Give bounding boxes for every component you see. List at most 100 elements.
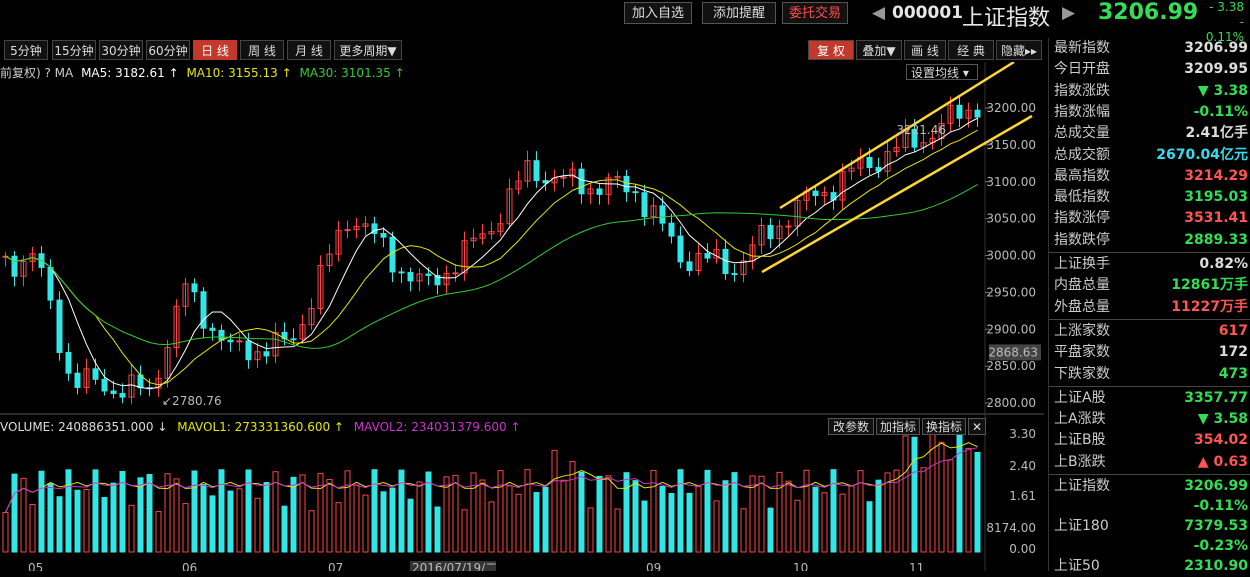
- candle-body: [650, 205, 657, 218]
- hide-panel-button[interactable]: 隐藏▸▸: [996, 40, 1042, 60]
- volume-bar: [254, 497, 261, 553]
- volume-bar: [749, 475, 756, 553]
- volume-axis-label: 0.00: [1009, 542, 1036, 556]
- quote-label: 今日开盘: [1054, 61, 1110, 78]
- volume-bar: [641, 500, 648, 553]
- quote-row: 外盘总量 11227万手: [1049, 297, 1250, 318]
- volume-bar: [101, 497, 108, 553]
- candle-body: [956, 104, 963, 119]
- adjust-button[interactable]: 复 权: [808, 40, 854, 60]
- low-price-label: ↙2780.76: [162, 394, 222, 408]
- panel-divider: [1049, 318, 1250, 320]
- candle-body: [407, 272, 414, 282]
- candle-body: [947, 104, 954, 124]
- stock-code: 000001: [892, 3, 963, 23]
- period-60min[interactable]: 60分钟: [146, 40, 190, 60]
- quote-row: 上A涨跌 ▼ 3.58: [1049, 409, 1250, 430]
- volume-bar: [524, 469, 531, 553]
- volume-bar: [551, 449, 558, 553]
- candle-body: [965, 109, 972, 119]
- candle-body: [911, 128, 918, 148]
- candle-body: [497, 223, 504, 233]
- volume-bar: [236, 488, 243, 553]
- next-stock-icon[interactable]: ▶: [1062, 3, 1076, 23]
- volume-bar: [425, 471, 432, 553]
- candle-body: [20, 260, 27, 277]
- kline-chart[interactable]: 3200.00 3150.00 3100.00 3050.00 3000.00 2950.…: [0, 62, 1044, 571]
- close-indicator-icon[interactable]: ✕: [968, 418, 986, 435]
- mavol2-line: [5, 447, 978, 513]
- candle-body: [569, 168, 576, 178]
- volume-bar: [893, 469, 900, 553]
- volume-bar: [677, 469, 684, 553]
- candle-body: [254, 351, 261, 361]
- add-indicator-button[interactable]: 加指标: [876, 418, 920, 435]
- volume-bar: [353, 484, 360, 553]
- candle-body: [425, 273, 432, 276]
- quote-row: 总成交额 2670.04亿元: [1049, 145, 1250, 166]
- period-more-dropdown[interactable]: 更多周期▼: [334, 40, 402, 60]
- volume-bar: [155, 511, 162, 553]
- add-alert-button[interactable]: 添加提醒: [702, 2, 776, 24]
- ma-settings-dropdown[interactable]: 设置均线 ▾: [906, 64, 978, 80]
- volume-bar: [488, 501, 495, 553]
- volume-bar: [398, 469, 405, 553]
- quote-value: ▲ 0.63: [1197, 453, 1248, 470]
- period-5min[interactable]: 5分钟: [4, 40, 48, 60]
- change-params-button[interactable]: 改参数: [828, 418, 874, 435]
- volume-bar: [875, 479, 882, 553]
- crosshair-date-box: [410, 561, 496, 571]
- candle-body: [74, 372, 81, 388]
- price-change: - 3.38 - 0.11%: [1200, 0, 1244, 45]
- quote-value: 0.82%: [1199, 256, 1248, 272]
- candle-body: [866, 156, 873, 169]
- volume-bar: [704, 469, 711, 553]
- candle-body: [893, 147, 900, 153]
- quote-label: 总成交量: [1054, 125, 1110, 142]
- period-15min[interactable]: 15分钟: [52, 40, 96, 60]
- candle-body: [623, 175, 630, 193]
- quote-row: 指数跌停 2889.33: [1049, 230, 1250, 251]
- ma5-label: MA5: 3182.61 ↑: [81, 66, 179, 80]
- quote-row: 平盘家数 172: [1049, 342, 1250, 363]
- price-axis-label: 2800.00: [986, 396, 1036, 410]
- period-30min[interactable]: 30分钟: [99, 40, 143, 60]
- candle-body: [353, 225, 360, 231]
- top-toolbar: 加入自选 添加提醒 委托交易 ◀ 000001 上证指数 ▶ 3206.99 -…: [0, 0, 1250, 44]
- quote-label: 上证50: [1054, 558, 1100, 574]
- switch-indicator-button[interactable]: 换指标: [922, 418, 966, 435]
- period-monthly[interactable]: 月 线: [287, 40, 331, 60]
- candle-body: [299, 324, 306, 340]
- add-watchlist-button[interactable]: 加入自选: [624, 2, 692, 24]
- quote-value: 3209.95: [1184, 61, 1248, 78]
- candle-body: [263, 351, 270, 357]
- current-price: 3206.99: [1098, 0, 1199, 25]
- classic-button[interactable]: 经 典: [948, 40, 994, 60]
- trade-button[interactable]: 委托交易: [782, 2, 848, 24]
- period-weekly[interactable]: 周 线: [240, 40, 284, 60]
- volume-bar: [902, 435, 909, 553]
- overlay-dropdown[interactable]: 叠加▼: [856, 40, 902, 60]
- volume-bar: [164, 473, 171, 553]
- period-daily[interactable]: 日 线: [193, 40, 237, 60]
- volume-bar: [317, 472, 324, 553]
- volume-bar: [938, 441, 945, 553]
- candle-body: [767, 225, 774, 240]
- candle-body: [29, 253, 36, 262]
- candle-body: [245, 340, 252, 361]
- volume-bar: [776, 471, 783, 553]
- candle-body: [47, 266, 54, 301]
- candle-body: [695, 253, 702, 272]
- quote-value: 7379.53: [1184, 518, 1248, 534]
- candle-body: [542, 180, 549, 184]
- candle-body: [218, 329, 225, 341]
- prev-stock-icon[interactable]: ◀: [872, 3, 886, 23]
- draw-line-button[interactable]: 画 线: [904, 40, 946, 60]
- quote-label: 指数涨跌: [1054, 82, 1110, 99]
- volume-bar: [605, 475, 612, 553]
- volume-bar: [92, 469, 99, 553]
- quote-panel: 最新指数 3206.99 今日开盘 3209.95 指数涨跌 ▼ 3.38 指数涨幅 -0.1…: [1048, 38, 1250, 574]
- volume-bar: [686, 492, 693, 553]
- volume-bar: [407, 498, 414, 553]
- volume-bar: [119, 470, 126, 553]
